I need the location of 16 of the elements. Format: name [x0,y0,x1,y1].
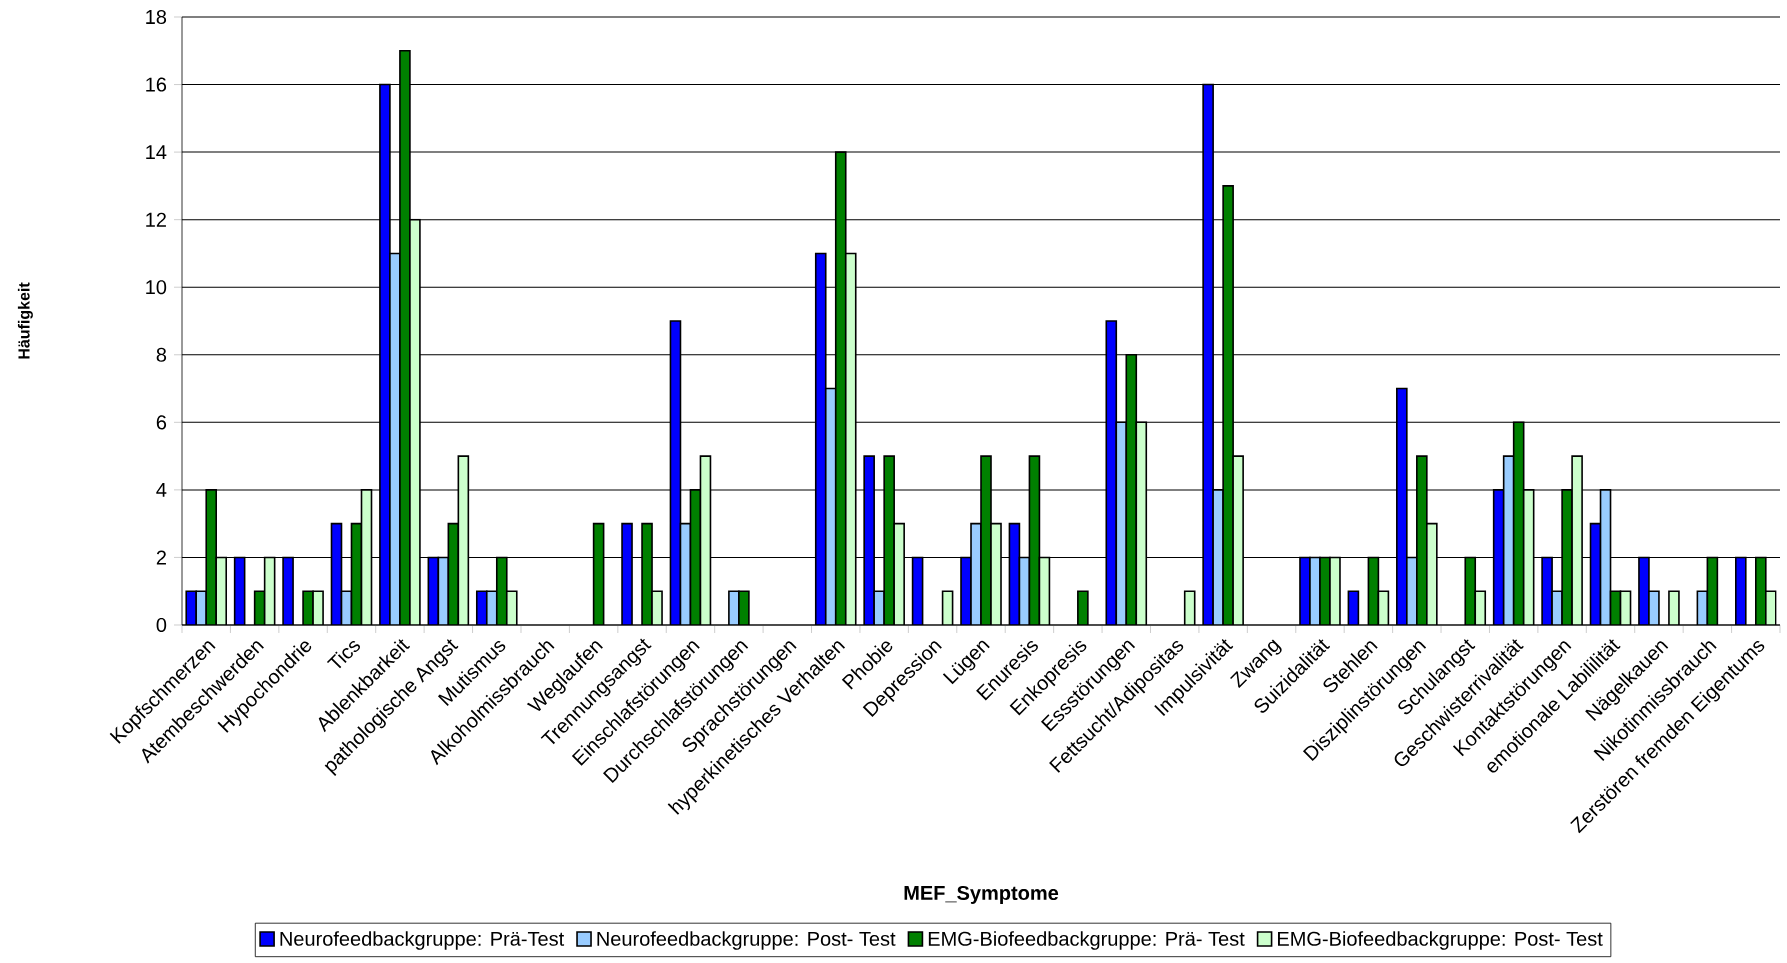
y-tick-label: 12 [146,212,166,227]
legend-label: EMG-Biofeedbackgruppe: Prä- Test [928,931,1245,950]
y-tick-label: 18 [146,9,167,25]
y-tick-label: 8 [156,347,167,362]
y-tick-label: 2 [156,550,166,565]
y-tick-label: 4 [156,482,167,497]
y-tick-label: 14 [146,145,167,159]
legend-label: Neurofeedbackgruppe: Post- Test [597,931,896,950]
y-tick-label: 16 [146,77,167,92]
y-axis-title: Häufigkeit [17,282,33,359]
legend-label: Neurofeedbackgruppe: Prä-Test [280,931,565,950]
y-tick-label: 0 [156,617,167,633]
x-axis-title: MEF_Symptome [904,885,1059,904]
y-tick-label: 6 [156,415,167,430]
y-tick-label: 10 [146,280,167,295]
legend-label: EMG-Biofeedbackgruppe: Post- Test [1278,931,1603,950]
